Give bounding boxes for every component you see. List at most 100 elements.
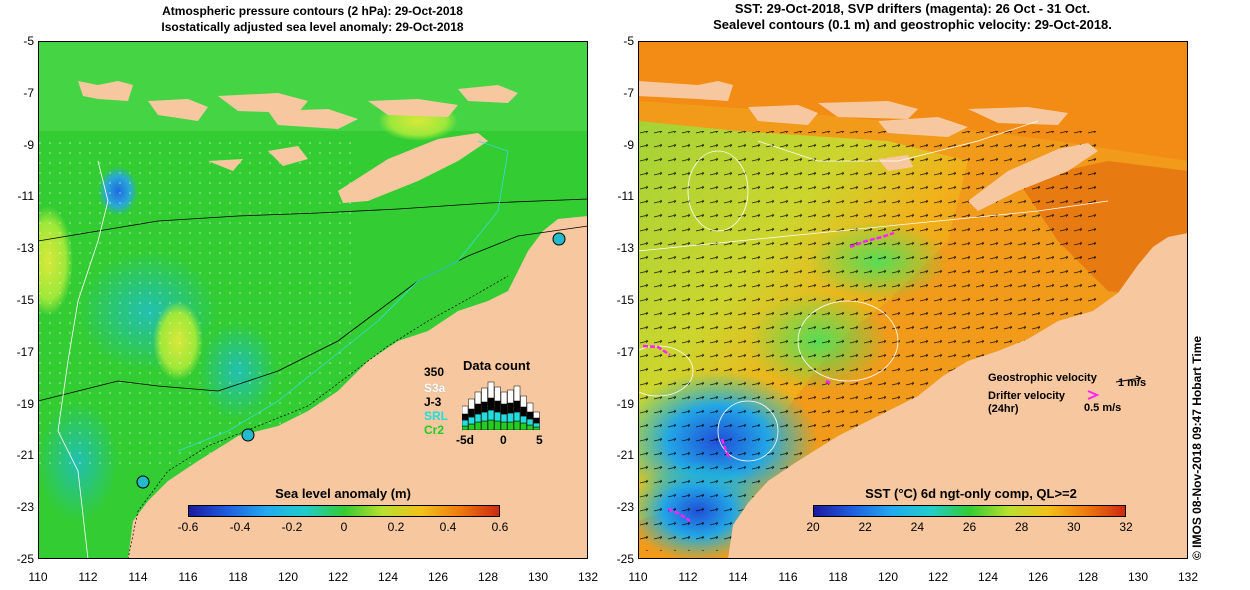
drifter-velocity-label: Drifter velocity <box>988 390 1066 402</box>
data-count-bar-segment <box>481 411 488 422</box>
data-count-bar-segment <box>500 391 508 405</box>
y-tick-label: -11 <box>617 189 634 204</box>
data-count-bar-segment <box>468 398 475 410</box>
x-tick-label: 132 <box>577 570 599 584</box>
data-count-bar-segment <box>487 381 495 399</box>
x-tick-label: 126 <box>427 570 449 584</box>
geostrophic-scale-label: 1 m/s <box>1118 377 1147 389</box>
data-count-bar-segment <box>520 422 527 430</box>
y-tick-label: -5 <box>23 34 34 48</box>
y-tick-label: -19 <box>616 396 634 411</box>
data-count-bar-segment <box>513 385 521 402</box>
y-tick-label: -25 <box>16 552 34 566</box>
data-count-bar-segment <box>462 405 469 415</box>
colorbar-tick-label: -0.4 <box>229 520 251 534</box>
x-tick-label: 126 <box>1027 570 1049 584</box>
data-count-bar-segment <box>494 411 501 422</box>
left-title-line2: Isostatically adjusted sea level anomaly… <box>161 20 464 34</box>
data-count-bar-segment <box>500 413 508 423</box>
y-tick-label: -21 <box>16 448 34 463</box>
x-tick-label: 128 <box>477 570 499 584</box>
data-count-bar-segment <box>520 395 527 408</box>
data-count-bar-segment <box>481 420 488 430</box>
data-count-bar-segment <box>533 411 540 419</box>
sla-colorbar-title: Sea level anomaly (m) <box>275 486 411 501</box>
y-tick-label: -15 <box>16 293 34 307</box>
x-tick-label: 128 <box>1077 570 1099 584</box>
sst-map <box>638 41 1188 559</box>
x-tick-label: 114 <box>728 570 748 584</box>
colorbar-tick-label: 28 <box>1014 520 1029 534</box>
data-count-bar-segment <box>474 413 482 423</box>
data-count-bar-segment <box>468 423 475 430</box>
y-tick-label: -17 <box>16 344 34 359</box>
left-title-line1: Atmospheric pressure contours (2 hPa): 2… <box>162 4 463 18</box>
data-count-bar-segment <box>494 400 501 413</box>
data-count-bar-segment <box>526 402 534 413</box>
colorbar-tick-label: 0 <box>340 520 348 534</box>
x-tick-label: 112 <box>78 570 98 584</box>
data-count-bar-segment <box>487 419 495 430</box>
data-count-bar-segment <box>487 397 495 411</box>
y-tick-label: -9 <box>623 137 634 152</box>
colorbar-tick-label: 30 <box>1067 520 1081 534</box>
colorbar-tick-label: 32 <box>1119 520 1133 534</box>
x-tick-label: 120 <box>277 570 299 584</box>
drifter-scale-label: 0.5 m/s <box>1084 402 1122 414</box>
data-count-bar-segment <box>468 408 475 418</box>
data-count-bar-segment <box>513 420 521 430</box>
data-count-bar-segment <box>474 403 482 415</box>
x-tick-label: 112 <box>678 570 698 584</box>
x-tick-label: 124 <box>977 570 999 584</box>
x-tick-label: 132 <box>1177 570 1199 584</box>
data-count-bar-segment <box>481 401 488 413</box>
x-tick-label: 130 <box>1127 570 1149 584</box>
x-tick-label: 118 <box>828 570 848 584</box>
mission-label: S3a <box>424 381 446 395</box>
data-count-bar-segment <box>494 386 501 402</box>
y-tick-label: -25 <box>616 552 634 566</box>
data-count-x-label: 5 <box>536 433 543 447</box>
data-count-bar-segment <box>481 387 488 403</box>
x-tick-label: 130 <box>527 570 549 584</box>
right-title-line2: Sealevel contours (0.1 m) and geostrophi… <box>713 17 1112 32</box>
x-tick-label: 114 <box>128 570 148 584</box>
sst-map-graphic <box>638 41 1188 559</box>
colorbar-tick-label: -0.2 <box>281 520 303 534</box>
y-tick-label: -23 <box>616 500 634 515</box>
data-count-bar-segment <box>526 411 534 420</box>
data-count-bar-segment <box>468 416 475 425</box>
x-tick-label: 122 <box>327 570 349 584</box>
data-count-x-label: 0 <box>500 433 507 447</box>
colorbar-tick-label: 22 <box>858 520 872 534</box>
sla-colorbar <box>188 505 500 517</box>
data-count-bar-segment <box>513 400 521 413</box>
data-count-bar-segment <box>520 406 527 417</box>
sst-colorbar <box>813 505 1126 517</box>
y-tick-label: -17 <box>616 344 634 359</box>
data-count-bar-segment <box>462 413 469 421</box>
mission-label: SRL <box>424 409 448 423</box>
y-tick-label: -9 <box>23 137 34 152</box>
sla-map <box>38 41 588 559</box>
data-count-x-label: -5d <box>456 433 474 447</box>
data-count-bar-segment <box>474 421 482 430</box>
y-tick-label: -21 <box>616 448 634 463</box>
x-tick-label: 110 <box>628 570 648 584</box>
geostrophic-velocity-label: Geostrophic velocity <box>988 372 1097 384</box>
data-count-bar-segment <box>520 415 527 424</box>
data-count-bar-segment <box>507 421 514 430</box>
imos-credit: © IMOS 08-Nov-2018 09:47 Hobart Time <box>1190 335 1204 560</box>
data-count-bar-segment <box>487 409 495 421</box>
geostrophic-arrow-icon <box>1115 375 1142 383</box>
data-count-bar-segment <box>507 389 514 404</box>
data-count-bar-segment <box>474 391 482 405</box>
data-count-bar-segment <box>500 421 508 430</box>
y-tick-label: -15 <box>616 293 634 307</box>
y-tick-label: -13 <box>16 241 34 256</box>
data-count-bar-segment <box>533 417 540 424</box>
data-count-bar-segment <box>494 420 501 430</box>
colorbar-tick-label: -0.6 <box>177 520 199 534</box>
data-count-bars <box>462 381 540 430</box>
data-count-bar-segment <box>500 403 508 415</box>
